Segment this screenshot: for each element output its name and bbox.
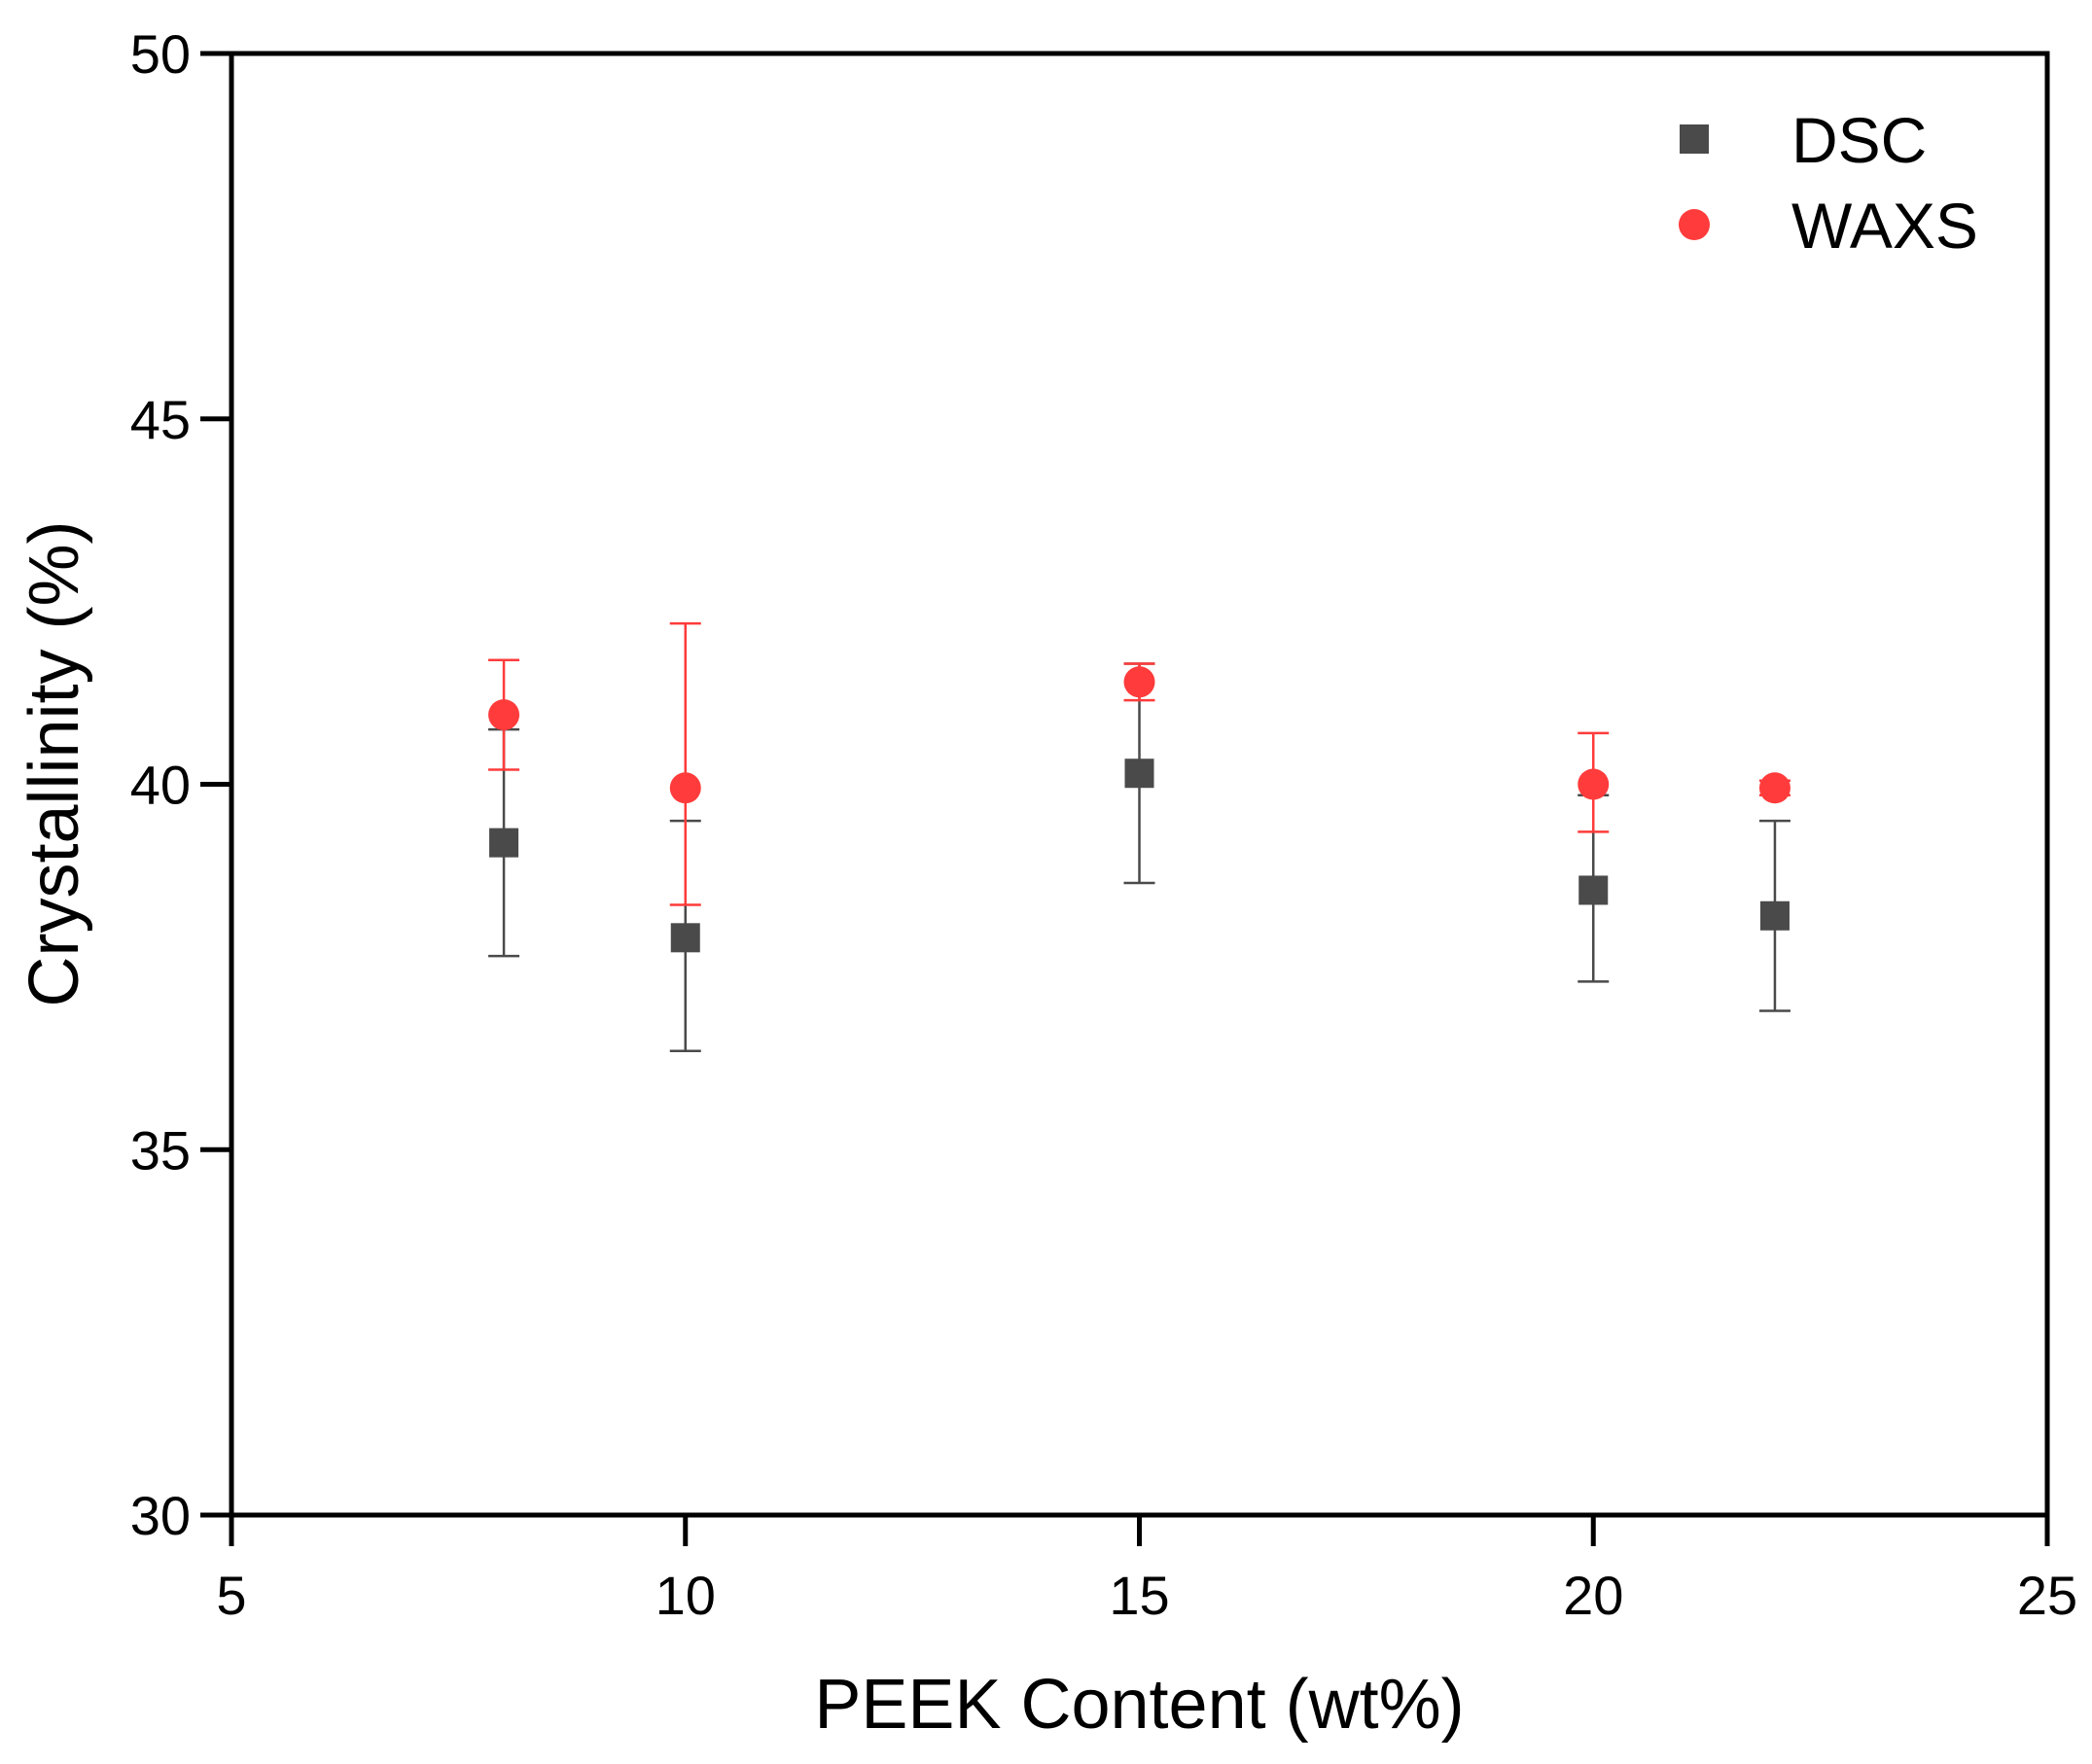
legend-label-waxs: WAXS xyxy=(1791,190,1978,262)
x-tick-label-20: 20 xyxy=(1563,1565,1623,1626)
y-tick-label-50: 50 xyxy=(130,23,191,85)
axis-ticks xyxy=(200,51,2050,1546)
waxs-point-2 xyxy=(1123,666,1155,698)
x-tick-label-10: 10 xyxy=(656,1565,716,1626)
y-tick-label-35: 35 xyxy=(130,1119,191,1181)
y-tick-label-30: 30 xyxy=(130,1485,191,1546)
legend: DSC WAXS xyxy=(1679,104,1978,262)
legend-label-dsc: DSC xyxy=(1791,104,1927,176)
dsc-point-0 xyxy=(489,828,519,858)
legend-marker-waxs xyxy=(1679,209,1710,240)
y-tick-label-40: 40 xyxy=(130,755,191,816)
dsc-point-1 xyxy=(670,923,700,953)
x-tick-label-15: 15 xyxy=(1109,1565,1169,1626)
tick-labels: 5 10 15 20 25 30 35 40 45 50 xyxy=(130,23,2077,1626)
data-points xyxy=(488,666,1791,953)
dsc-point-3 xyxy=(1578,875,1609,905)
waxs-error-bar-1 xyxy=(669,621,701,906)
x-axis-title: PEEK Content (wt%) xyxy=(814,1666,1464,1744)
x-tick-label-25: 25 xyxy=(2017,1565,2077,1626)
waxs-point-1 xyxy=(669,772,701,804)
waxs-point-4 xyxy=(1758,772,1791,804)
x-tick-label-5: 5 xyxy=(216,1565,246,1626)
legend-marker-dsc xyxy=(1680,124,1709,154)
y-axis-title: Crystallinity (%) xyxy=(16,520,93,1006)
waxs-point-3 xyxy=(1578,768,1610,800)
y-tick-label-45: 45 xyxy=(130,389,191,450)
plot-frame xyxy=(229,51,2050,1518)
dsc-point-2 xyxy=(1124,759,1154,789)
waxs-point-0 xyxy=(488,699,520,731)
dsc-point-4 xyxy=(1759,900,1790,931)
